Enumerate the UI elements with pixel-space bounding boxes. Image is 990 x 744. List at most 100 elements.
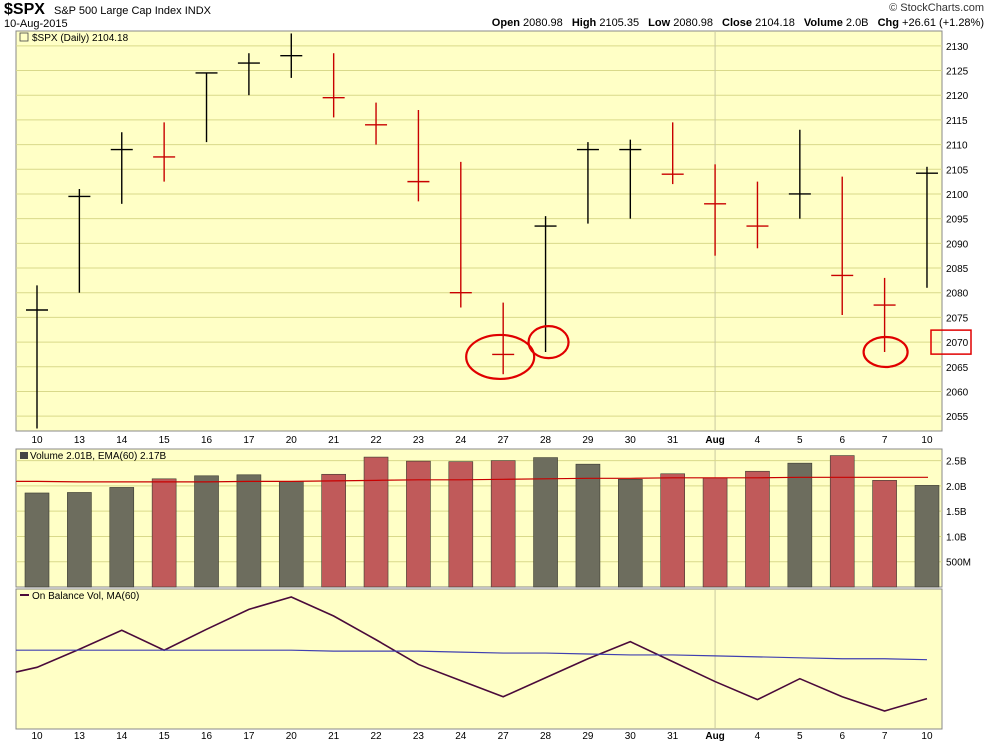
volume-legend: Volume 2.01B, EMA(60) 2.17B	[30, 451, 167, 462]
exchange: INDX	[184, 5, 211, 17]
volume-bar	[109, 487, 135, 588]
volume-bar	[702, 477, 728, 588]
volume-bar	[618, 479, 643, 588]
index-name: S&P 500 Large Cap Index	[54, 5, 182, 17]
chg-label: Chg	[877, 17, 899, 29]
open-value: 2080.98	[522, 17, 563, 29]
x-tick-label-bottom: 10	[921, 731, 933, 742]
x-tick-label-bottom: 4	[755, 731, 761, 742]
x-tick-label: 6	[839, 435, 845, 446]
x-tick-label-bottom: 30	[625, 731, 637, 742]
volume-legend-icon	[20, 452, 28, 459]
x-tick-label: 16	[201, 435, 213, 446]
highlighted-tick-box	[930, 329, 972, 355]
x-tick-label-bottom: 31	[667, 731, 679, 742]
x-tick-label: 30	[625, 435, 637, 446]
symbol: $SPX	[4, 1, 45, 18]
x-tick-label: 20	[286, 435, 298, 446]
x-tick-label: 10	[31, 435, 43, 446]
volume-bar	[278, 481, 304, 588]
x-tick-label: 27	[498, 435, 510, 446]
volume-tick-label: 500M	[946, 558, 971, 569]
price-tick-label: 2070	[946, 338, 969, 349]
volume-bar	[533, 457, 558, 588]
volume-bar	[914, 485, 940, 588]
price-tick-label: 2125	[946, 67, 969, 78]
x-tick-label-bottom: 10	[31, 731, 43, 742]
x-tick-label-bottom: 27	[498, 731, 510, 742]
obv-panel	[15, 588, 943, 730]
price-tick-label: 2080	[946, 289, 969, 300]
volume-tick-label: 1.0B	[946, 532, 967, 543]
price-tick-label: 2130	[946, 42, 969, 53]
x-tick-label-bottom: 16	[201, 731, 213, 742]
x-tick-label: 15	[159, 435, 171, 446]
price-legend: $SPX (Daily) 2104.18	[32, 33, 129, 44]
chart-date: 10-Aug-2015	[4, 18, 68, 30]
volume-bar	[363, 456, 389, 588]
ohlc-summary: Open 2080.98 High 2105.35 Low 2080.98 Cl…	[486, 17, 984, 29]
volume-label: Volume	[803, 17, 843, 29]
volume-bar	[745, 470, 770, 588]
x-tick-label: 21	[328, 435, 340, 446]
volume-bar	[787, 462, 813, 588]
annotation-circle	[465, 333, 536, 381]
x-tick-label: 4	[755, 435, 761, 446]
x-tick-label-bottom: 29	[582, 731, 594, 742]
x-tick-label: 17	[243, 435, 255, 446]
volume-value: 2.0B	[845, 17, 869, 29]
x-tick-label: 28	[540, 435, 552, 446]
brand-link[interactable]: © StockCharts.com	[889, 2, 984, 14]
close-label: Close	[722, 17, 753, 29]
x-tick-label-bottom: 17	[243, 731, 255, 742]
price-legend-icon	[19, 32, 29, 42]
x-tick-label-bottom: 21	[328, 731, 340, 742]
volume-bar	[575, 463, 601, 588]
close-value: 2104.18	[755, 17, 795, 29]
x-tick-label: 22	[370, 435, 382, 446]
x-tick-label: 10	[921, 435, 933, 446]
obv-ma-line	[16, 649, 927, 661]
x-tick-label: 29	[582, 435, 594, 446]
chart-header: $SPX S&P 500 Large Cap Index INDX 10-Aug…	[0, 0, 990, 32]
x-tick-label-bottom: 7	[882, 731, 888, 742]
price-tick-label: 2055	[946, 412, 969, 423]
volume-bar	[406, 460, 431, 588]
chg-value: +26.61 (+1.28%)	[902, 17, 984, 29]
x-tick-label: 31	[667, 435, 679, 446]
x-tick-label: 24	[455, 435, 467, 446]
x-tick-label-bottom: 23	[413, 731, 425, 742]
annotation-circle	[862, 335, 909, 369]
x-tick-label: 7	[882, 435, 888, 446]
x-tick-label-bottom: 15	[159, 731, 171, 742]
volume-tick-label: 2.5B	[946, 457, 967, 468]
x-tick-label-bottom: 20	[286, 731, 298, 742]
x-tick-label: 5	[797, 435, 803, 446]
volume-ema-line	[16, 476, 928, 483]
volume-bar	[24, 492, 50, 588]
annotation-circle	[527, 325, 570, 360]
volume-bar	[660, 473, 686, 588]
volume-bar	[448, 461, 474, 588]
price-tick-label: 2115	[946, 116, 968, 127]
x-tick-label-bottom: Aug	[705, 731, 724, 742]
x-tick-label-bottom: 28	[540, 731, 552, 742]
volume-bar	[872, 480, 897, 588]
price-tick-label: 2060	[946, 387, 969, 398]
volume-bar	[67, 492, 92, 588]
volume-tick-label: 2.0B	[946, 482, 967, 493]
high-value: 2105.35	[599, 17, 640, 29]
x-tick-label: 23	[413, 435, 425, 446]
price-tick-label: 2075	[946, 313, 969, 324]
x-tick-label-bottom: 6	[839, 731, 845, 742]
x-tick-label-bottom: 24	[455, 731, 467, 742]
x-tick-label-bottom: 5	[797, 731, 803, 742]
volume-bar	[829, 455, 855, 588]
volume-bar	[151, 478, 177, 588]
low-label: Low	[648, 17, 671, 29]
instrument-name: S&P 500 Large Cap Index INDX	[54, 5, 211, 17]
x-tick-label-bottom: 22	[370, 731, 382, 742]
price-tick-label: 2090	[946, 239, 969, 250]
price-tick-label: 2100	[946, 190, 969, 201]
